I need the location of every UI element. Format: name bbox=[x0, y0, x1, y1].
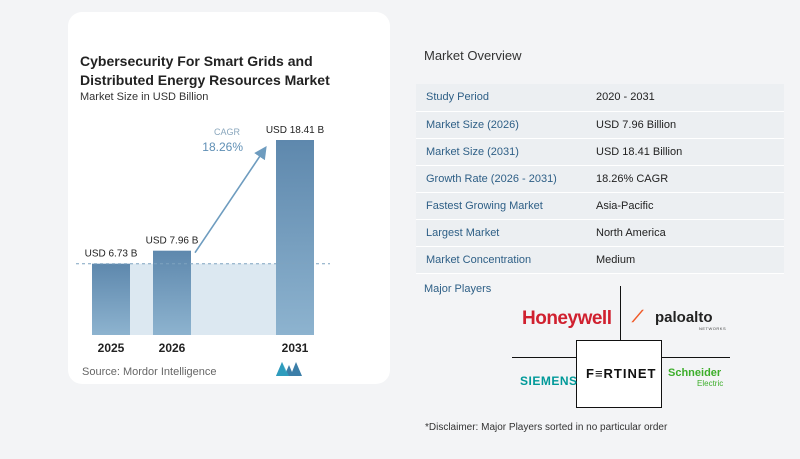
overview-row: Market Size (2031) USD 18.41 Billion bbox=[416, 138, 784, 166]
overview-key: Market Concentration bbox=[416, 246, 586, 274]
category-label: 2031 bbox=[282, 341, 309, 355]
chart-title: Cybersecurity For Smart Grids and Distri… bbox=[80, 53, 330, 88]
overview-value: USD 7.96 Billion bbox=[586, 111, 784, 139]
fortinet-box bbox=[576, 340, 662, 408]
paloalto-logo: paloalto bbox=[655, 309, 713, 326]
bar-chart: USD 6.73 B USD 7.96 B USD 18.41 B 2025 2026 2… bbox=[76, 125, 330, 355]
overview-value: Asia-Pacific bbox=[586, 192, 784, 220]
disclaimer: *Disclaimer: Major Players sorted in no … bbox=[425, 422, 668, 433]
overview-key: Study Period bbox=[416, 84, 586, 112]
category-label: 2025 bbox=[98, 341, 125, 355]
chart-subtitle: Market Size in USD Billion bbox=[80, 91, 209, 103]
overview-row: Study Period 2020 - 2031 bbox=[416, 84, 784, 112]
fortinet-logo: F≡RTINET bbox=[586, 366, 657, 381]
overview-row: Growth Rate (2026 - 2031) 18.26% CAGR bbox=[416, 165, 784, 193]
divider bbox=[662, 357, 730, 358]
value-label: USD 18.41 B bbox=[266, 125, 325, 136]
honeywell-logo: Honeywell bbox=[522, 308, 612, 329]
value-label: USD 7.96 B bbox=[146, 236, 199, 247]
siemens-logo: SIEMENS bbox=[520, 374, 578, 388]
overview-key: Market Size (2031) bbox=[416, 138, 586, 166]
overview-table: Study Period 2020 - 2031 Market Size (2026… bbox=[416, 84, 784, 274]
overview-row: Fastest Growing Market Asia-Pacific bbox=[416, 192, 784, 220]
category-label: 2026 bbox=[159, 341, 186, 355]
value-label: USD 6.73 B bbox=[85, 249, 138, 260]
cagr-value: 18.26% bbox=[202, 140, 243, 154]
overview-value: Medium bbox=[586, 246, 784, 274]
overview-title: Market Overview bbox=[424, 48, 522, 63]
overview-row: Market Concentration Medium bbox=[416, 246, 784, 274]
overview-key: Market Size (2026) bbox=[416, 111, 586, 139]
overview-row: Largest Market North America bbox=[416, 219, 784, 247]
source-note: Source: Mordor Intelligence bbox=[82, 366, 217, 378]
paloalto-sub: NETWORKS bbox=[699, 326, 727, 331]
bar-2031 bbox=[276, 140, 314, 335]
major-players-title: Major Players bbox=[424, 283, 492, 295]
divider bbox=[512, 357, 576, 358]
overview-value: USD 18.41 Billion bbox=[586, 138, 784, 166]
bar-2025 bbox=[92, 263, 130, 335]
overview-key: Growth Rate (2026 - 2031) bbox=[416, 165, 586, 193]
mordor-logo-icon bbox=[276, 362, 302, 376]
schneider-logo: Schneider bbox=[668, 367, 722, 379]
overview-value: 2020 - 2031 bbox=[586, 84, 784, 112]
schneider-sub: Electric bbox=[697, 379, 724, 388]
bar-2026 bbox=[153, 250, 191, 335]
cagr-label: CAGR bbox=[214, 127, 241, 137]
overview-row: Market Size (2026) USD 7.96 Billion bbox=[416, 111, 784, 139]
overview-value: 18.26% CAGR bbox=[586, 165, 784, 193]
divider bbox=[620, 286, 621, 340]
overview-key: Fastest Growing Market bbox=[416, 192, 586, 220]
paloalto-mark-icon: ⟋ bbox=[632, 309, 644, 326]
shaded-region bbox=[191, 263, 276, 335]
overview-value: North America bbox=[586, 219, 784, 247]
overview-key: Largest Market bbox=[416, 219, 586, 247]
cagr-arrow bbox=[194, 146, 267, 254]
